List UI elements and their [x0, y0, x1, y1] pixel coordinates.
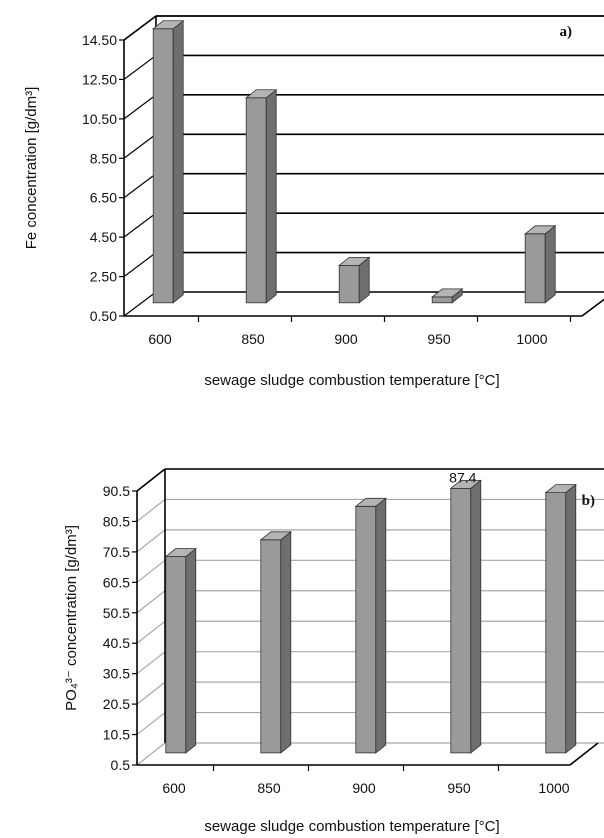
y-tick-label: 14.50 — [82, 32, 117, 48]
bar-side — [280, 530, 292, 754]
gridline-side — [136, 559, 166, 583]
x-tick-label: 900 — [352, 780, 376, 796]
gridline-side — [136, 498, 166, 522]
bar-front — [165, 556, 187, 754]
y-tick-label: 50.5 — [103, 605, 130, 621]
bar-front — [431, 296, 453, 304]
floor-right-edge — [569, 742, 599, 766]
bar-side — [470, 479, 482, 754]
bar-side — [172, 19, 184, 304]
x-tick-label: 600 — [148, 331, 172, 347]
y-tick-label: 20.5 — [103, 696, 130, 712]
panel-label: b) — [582, 493, 595, 509]
gridline-side — [136, 590, 166, 614]
x-tick-label: 950 — [447, 780, 471, 796]
gridline-side — [123, 54, 157, 80]
y-tick-label: 6.50 — [90, 190, 117, 206]
bar-top — [431, 288, 464, 298]
bar-top — [245, 89, 278, 99]
gridline-side — [123, 133, 157, 159]
bar — [544, 483, 577, 754]
y-tick-label: 30.5 — [103, 666, 130, 682]
gridline-side — [123, 94, 157, 120]
chart-panel-b: 0.5 10.5 20.5 30.5 40.5 50.5 60.5 70.5 80.5 90.5 6… — [63, 468, 604, 835]
bar-side — [185, 547, 197, 754]
bar-top — [354, 497, 387, 507]
bar-front — [152, 28, 174, 304]
y-tick-label: 2.50 — [90, 269, 117, 285]
y-tick-label: 80.5 — [103, 513, 130, 529]
bar-side — [375, 497, 387, 754]
bar-front — [545, 492, 567, 754]
bar — [259, 530, 292, 754]
x-tick-label: 600 — [162, 780, 186, 796]
y-tick-label: 12.50 — [82, 71, 117, 87]
bar-top — [449, 479, 482, 489]
bar — [152, 19, 185, 304]
bar-top — [524, 225, 557, 235]
y-tick-label: 8.50 — [90, 150, 117, 166]
y-axis-top-edge — [136, 468, 166, 492]
y-tick-label: 70.5 — [103, 544, 130, 560]
y-tick-label: 40.5 — [103, 635, 130, 651]
y-axis-top-edge — [123, 15, 157, 41]
x-tick-label: 850 — [257, 780, 281, 796]
gridline-side — [123, 291, 157, 317]
y-tick-label: 10.5 — [103, 727, 130, 743]
x-tick-label: 850 — [241, 331, 265, 347]
bar-front — [450, 487, 472, 754]
y-axis-title: PO₄³⁻ concentration [g/dm³] — [63, 525, 80, 711]
x-axis-title: sewage sludge combustion temperature [°C… — [204, 372, 499, 389]
gridline-side — [136, 620, 166, 644]
gridline-side — [136, 742, 166, 766]
data-label: 87.4 — [449, 469, 476, 485]
x-axis-title: sewage sludge combustion temperature [°C… — [204, 818, 499, 835]
bar — [431, 288, 464, 304]
x-tick-label: 1000 — [538, 780, 569, 796]
bar — [449, 479, 482, 754]
floor-right-edge — [581, 298, 604, 317]
gridline-side — [123, 212, 157, 238]
bar-top — [544, 484, 577, 494]
gridline-side — [136, 681, 166, 705]
bar-top — [338, 256, 371, 266]
bar-side — [544, 224, 556, 304]
y-tick-label: 4.50 — [90, 229, 117, 245]
bar — [164, 547, 197, 754]
bar-front — [260, 539, 282, 754]
bar-front — [524, 233, 546, 304]
bar — [524, 224, 557, 304]
y-tick-label: 10.50 — [82, 111, 117, 127]
x-tick-label: 950 — [427, 331, 451, 347]
bar-top — [152, 20, 185, 30]
bar-top — [259, 531, 292, 541]
bar-front — [338, 264, 360, 304]
y-tick-label: 90.5 — [103, 483, 130, 499]
gridline-side — [136, 529, 166, 553]
bar — [338, 256, 371, 304]
bar-top — [164, 548, 197, 557]
bar-side — [265, 88, 277, 304]
panel-label: a) — [560, 24, 573, 40]
bar-front — [355, 505, 377, 754]
gridline-side — [123, 252, 157, 278]
gridline-side — [136, 712, 166, 736]
y-tick-label: 0.5 — [111, 757, 131, 773]
bar — [354, 497, 387, 754]
bar-side — [565, 483, 577, 754]
x-tick-label: 1000 — [516, 331, 547, 347]
gridline-side — [123, 173, 157, 199]
x-tick-label: 900 — [334, 331, 358, 347]
y-axis-title: Fe concentration [g/dm³] — [23, 87, 40, 250]
y-tick-label: 0.50 — [90, 308, 117, 324]
y-tick-label: 60.5 — [103, 574, 130, 590]
chart-panel-a: 0.50 2.50 4.50 6.50 8.50 10.50 12.50 14.50 600 85… — [23, 15, 604, 389]
bar-front — [245, 97, 267, 304]
bar — [245, 88, 278, 304]
gridline-side — [136, 651, 166, 675]
